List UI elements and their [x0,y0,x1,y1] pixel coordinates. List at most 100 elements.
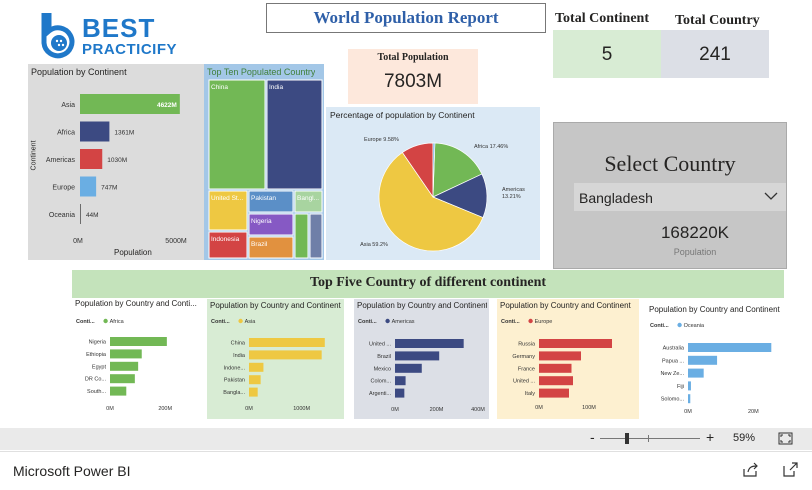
x-tick-label: 0M [391,407,399,413]
chart-title: Population by Country and Continent [210,301,341,310]
oceania-top-five-chart: Population by Country and Continent Cont… [646,303,786,421]
category-label: United ... [513,379,535,385]
category-label: Nigeria [89,340,107,346]
select-country-title: Select Country [604,151,736,176]
bar [539,363,572,373]
open-in-new-icon[interactable] [782,462,799,478]
legend-label: Europe [535,319,553,325]
europe-top-five-chart: Population by Country and Continent Cont… [497,299,639,419]
bar [688,355,718,365]
continent-bar-svg: Asia 4622M Africa 1361M Americas 1030M Europe 7… [46,94,187,245]
slice-label: Americas [502,187,525,193]
bar [110,374,135,384]
bar [249,338,325,347]
bar [395,339,464,348]
legend-label: Asia [245,319,257,325]
data-label: 4622M [157,102,177,109]
category-label: Russia [518,342,536,348]
bar [395,388,405,398]
top-ten-populated-country-chart: Top Ten Populated Country China India Unit… [204,64,324,260]
slice-label: Europe 9.58% [364,137,399,143]
country-dropdown[interactable]: Bangladesh [574,183,786,211]
chevron-down-icon [764,192,778,200]
zoom-out-button[interactable]: - [590,429,595,445]
category-label: Americas [46,157,76,164]
slice-label: 13.21% [502,194,521,200]
zoom-slider-tick [648,435,649,442]
percentage-by-continent-chart: Percentage of population by Continent As… [326,107,540,260]
total-continent-card: 5 [553,30,661,78]
x-tick-label: 400M [471,407,485,413]
category-label: China [231,341,246,347]
bar [249,375,261,385]
chart-title: Population by Country and Continent [649,305,780,314]
bar [688,381,691,391]
category-label: DR Co... [85,377,107,383]
total-country-value: 241 [699,44,731,65]
oceania-bar-svg: Conti... Oceania Australia Papua ... New Ze.… [650,322,772,415]
bar [539,339,612,348]
section-title: Top Five Country of different continent [72,270,784,298]
x-tick-label: 0M [245,406,253,412]
data-label: 1030M [107,157,127,164]
category-label: Brazil [377,354,391,360]
treemap-label: Pakistan [251,195,276,202]
category-label: Colom... [371,379,392,385]
category-label: Europe [52,185,75,192]
treemap-svg: China India United St... Pakistan Bangl... Ni… [208,79,323,259]
legend-dot [385,318,390,324]
legend-label: Africa [110,319,125,325]
category-label: Solomo... [661,397,685,403]
chart-title: Population by Country and Continent [357,301,487,310]
data-label: 44M [86,212,99,219]
category-label: Oceania [49,212,75,219]
category-label: Ethiopia [86,352,107,358]
bar [110,386,127,396]
category-label: India [233,353,246,359]
category-label: France [518,366,535,372]
category-label: Pakistan [224,378,245,384]
zoom-slider[interactable] [600,438,700,439]
share-icon[interactable] [742,462,760,478]
total-continent-label: Total Continent [555,11,650,26]
europe-bar-svg: Conti... Europe Russia Germany France United … [501,318,612,411]
treemap-label: Nigeria [251,218,272,225]
asia-top-five-chart: Population by Country and Continent Cont… [207,299,344,419]
category-label: Mexico [374,366,391,372]
slice-asia [378,152,484,252]
slice-africa [432,142,483,198]
category-label: Indone... [224,365,246,371]
bar [688,343,772,352]
x-tick-label: 0M [684,409,692,415]
logo-mark-icon [41,13,75,59]
x-tick-label: 200M [158,406,172,412]
x-tick-label: 1000M [293,406,310,412]
bar [249,350,322,360]
asia-bar-svg: Conti... Asia China India Indone... Pakistan B… [211,318,325,412]
country-population-label: Population [673,247,717,257]
total-population-label: Total Population [377,52,449,63]
x-tick-label: 0M [73,238,83,245]
category-label: Africa [57,130,75,137]
chart-title: Population by Country and Conti... [75,299,197,308]
fit-to-page-icon[interactable] [778,432,793,445]
bar [395,376,406,386]
treemap-label: India [269,84,283,91]
treemap-label: Bangl... [297,195,319,202]
bar-africa [80,121,110,142]
legend-title: Conti... [211,319,230,325]
treemap-label: United St... [211,195,243,202]
zoom-in-button[interactable]: + [706,429,715,445]
legend-dot [103,318,108,324]
treemap-cell [266,79,323,190]
americas-bar-svg: Conti... Americas United ... Brazil Mexico Co… [358,318,485,413]
zoom-level: 59% [733,432,756,444]
category-label: Italy [525,391,535,397]
x-tick-label: 200M [430,407,444,413]
slice-oceania [432,142,436,198]
bar-asia [80,94,180,114]
bar-europe [80,176,97,197]
x-axis-label: Population [114,248,152,257]
zoom-slider-thumb[interactable] [625,433,629,444]
